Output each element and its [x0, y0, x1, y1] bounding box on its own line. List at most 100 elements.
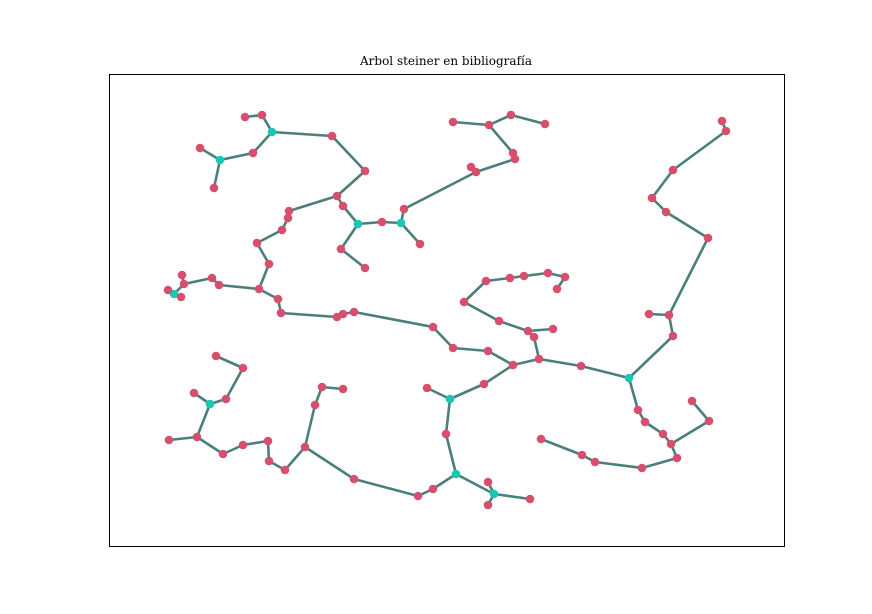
terminal-node	[448, 343, 458, 353]
steiner-node	[353, 219, 363, 229]
tree-edge	[352, 477, 420, 498]
terminal-node	[483, 346, 493, 356]
terminal-node	[240, 112, 250, 122]
terminal-node	[277, 225, 287, 235]
tree-edge	[279, 311, 339, 319]
terminal-node	[300, 442, 310, 452]
terminal-node	[668, 331, 678, 341]
tree-edge	[486, 349, 515, 367]
figure-title: Arbol steiner en bibliografía	[359, 54, 532, 68]
terminal-node	[637, 463, 647, 473]
terminal-node	[209, 183, 219, 193]
tree-edge	[482, 363, 515, 386]
tree-edge	[431, 472, 458, 491]
tree-edge	[462, 300, 501, 323]
tree-edge	[627, 334, 675, 380]
terminal-node	[214, 280, 224, 290]
tree-edge	[671, 129, 728, 172]
plot-frame	[109, 74, 785, 547]
tree-edge	[257, 262, 271, 291]
terminal-node	[576, 361, 586, 371]
terminal-node	[264, 259, 274, 269]
tree-edge	[402, 170, 478, 211]
tree-edge	[537, 357, 583, 368]
terminal-node	[283, 213, 293, 223]
tree-edge	[399, 221, 422, 246]
terminal-node	[552, 284, 562, 294]
terminal-node	[647, 193, 657, 203]
terminal-node	[483, 500, 493, 510]
tree-edge	[283, 445, 307, 472]
tree-edge	[448, 382, 486, 401]
tree-edge	[287, 194, 339, 213]
terminal-node	[529, 332, 539, 342]
terminal-node	[238, 440, 248, 450]
terminal-node	[422, 383, 432, 393]
tree-edge	[167, 435, 199, 442]
terminal-node	[349, 307, 359, 317]
terminal-node	[448, 117, 458, 127]
tree-edge	[497, 319, 530, 333]
tree-edge	[487, 123, 515, 155]
terminal-node	[163, 285, 173, 295]
terminal-node	[721, 126, 731, 136]
terminal-node	[703, 233, 713, 243]
tree-edge	[462, 279, 488, 304]
tree-edge	[511, 357, 541, 367]
terminal-node	[484, 120, 494, 130]
terminal-node	[211, 351, 221, 361]
terminal-node	[192, 432, 202, 442]
tree-edge	[195, 435, 225, 456]
terminal-node	[332, 191, 342, 201]
terminal-node	[536, 434, 546, 444]
terminal-node	[548, 324, 558, 334]
terminal-node	[519, 271, 529, 281]
terminal-node	[207, 273, 217, 283]
tree-edge	[251, 130, 274, 155]
tree-edge	[539, 437, 584, 457]
terminal-node	[189, 388, 199, 398]
terminal-node	[179, 279, 189, 289]
terminal-node	[540, 119, 550, 129]
tree-edge	[218, 151, 255, 162]
terminal-node	[336, 244, 346, 254]
terminal-node	[481, 276, 491, 286]
terminal-node	[525, 494, 535, 504]
tree-edge	[454, 472, 496, 496]
terminal-node	[338, 201, 348, 211]
terminal-node	[360, 166, 370, 176]
terminal-node	[327, 131, 337, 141]
terminal-node	[590, 457, 600, 467]
terminal-node	[248, 148, 258, 158]
steiner-node	[215, 155, 225, 165]
terminal-node	[577, 450, 587, 460]
tree-edge	[224, 366, 245, 401]
terminal-node	[276, 308, 286, 318]
terminal-node	[661, 207, 671, 217]
terminal-node	[672, 453, 682, 463]
terminal-node	[523, 326, 533, 336]
terminal-node	[664, 310, 674, 320]
terminal-node	[273, 294, 283, 304]
tree-edge	[339, 222, 360, 251]
tree-edge	[509, 113, 547, 126]
terminal-node	[483, 477, 493, 487]
terminal-node	[415, 239, 425, 249]
tree-edge	[270, 130, 334, 138]
tree-edge	[667, 236, 710, 317]
terminal-node	[459, 297, 469, 307]
steiner-node	[624, 373, 634, 383]
terminal-node	[377, 217, 387, 227]
terminal-node	[413, 491, 423, 501]
terminal-node	[195, 143, 205, 153]
terminal-node	[254, 284, 264, 294]
terminal-node	[466, 162, 476, 172]
terminal-node	[543, 268, 553, 278]
steiner-node	[451, 469, 461, 479]
terminal-node	[640, 417, 650, 427]
terminal-node	[317, 382, 327, 392]
terminal-node	[221, 394, 231, 404]
terminal-node	[441, 429, 451, 439]
tree-edge	[195, 402, 212, 439]
terminal-node	[238, 363, 248, 373]
